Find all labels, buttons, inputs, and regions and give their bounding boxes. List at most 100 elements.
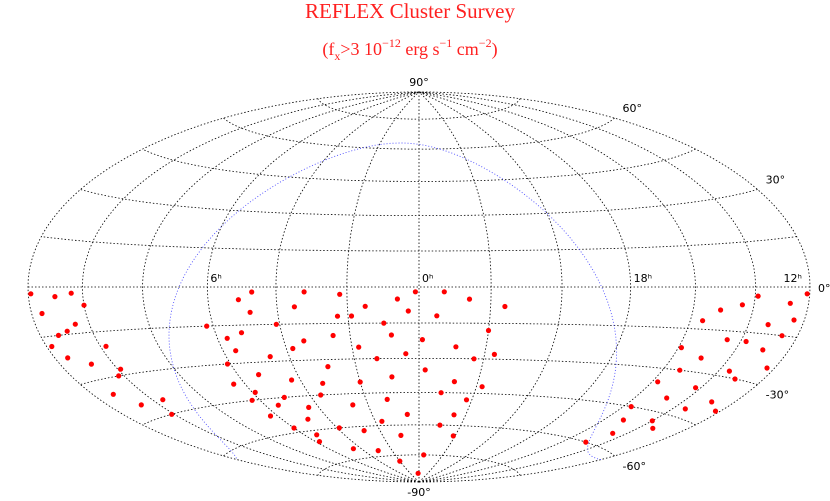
cluster-point [791, 317, 797, 323]
grid-meridian [206, 91, 420, 483]
cluster-point [224, 335, 230, 341]
cluster-point [291, 304, 297, 310]
cluster-point [718, 307, 724, 313]
ra-tick-label: 6ʰ [210, 272, 221, 285]
grid-meridian [418, 91, 492, 483]
cluster-point [267, 354, 273, 360]
galactic-plane-layer [168, 142, 618, 461]
cluster-point [316, 439, 323, 445]
cluster-point [709, 399, 715, 405]
tick-labels: 12ʰ 6ʰ 0ʰ 18ʰ 90° 60° 30° 0° -30° -60° -90° [210, 76, 830, 499]
dec-tick-label: -90° [407, 486, 430, 499]
cluster-point [415, 470, 421, 476]
cluster-point [437, 422, 443, 428]
grid-meridian [418, 91, 811, 483]
cluster-point [235, 297, 241, 303]
cluster-point [314, 432, 320, 438]
cluster-point [398, 432, 404, 438]
cluster-point [169, 411, 175, 417]
cluster-point [291, 425, 297, 431]
cluster-point [384, 396, 390, 402]
cluster-point [49, 343, 55, 350]
cluster-point [138, 402, 144, 408]
cluster-point [301, 338, 307, 344]
cluster-point [404, 411, 410, 417]
cluster-point [350, 402, 356, 408]
cluster-point [330, 332, 336, 339]
grid-meridian [418, 91, 563, 483]
ra-tick-label: 12ʰ [784, 272, 802, 285]
cluster-point [388, 332, 394, 338]
cluster-point [72, 321, 78, 327]
cluster-point [451, 412, 457, 418]
cluster-point [693, 385, 699, 391]
cluster-point [88, 361, 94, 367]
cluster-point [52, 294, 58, 300]
cluster-point [485, 327, 492, 334]
cluster-point [374, 356, 380, 362]
chart-title: REFLEX Cluster Survey [305, 0, 515, 23]
cluster-point [375, 448, 381, 454]
cluster-point [682, 406, 688, 412]
cluster-point [362, 303, 368, 309]
cluster-point [698, 355, 704, 361]
cluster-point [118, 366, 124, 372]
cluster-point [649, 418, 655, 424]
cluster-point [103, 343, 109, 349]
cluster-point [412, 289, 418, 295]
cluster-point [318, 392, 324, 398]
chart-subtitle: (fx>3 10−12 erg s−1 cm−2) [322, 36, 497, 63]
cluster-point [422, 367, 428, 373]
cluster-point [275, 402, 281, 408]
dec-tick-label: 0° [818, 282, 830, 295]
cluster-point [650, 425, 656, 431]
cluster-point [438, 390, 444, 396]
cluster-point [655, 379, 661, 385]
cluster-point [739, 302, 746, 308]
dec-tick-label: 30° [766, 174, 786, 187]
cluster-point [249, 289, 255, 295]
galactic-plane [587, 361, 617, 461]
cluster-point [356, 344, 362, 350]
subtitle-part: x [334, 49, 340, 63]
subtitle-part: (f [322, 39, 334, 60]
cluster-point [28, 291, 34, 297]
cluster-point [325, 364, 331, 370]
subtitle-part: cm [452, 39, 479, 59]
cluster-point [678, 345, 685, 351]
galactic-plane [168, 142, 618, 459]
cluster-point [224, 361, 231, 367]
cluster-point [350, 446, 356, 452]
cluster-point [755, 293, 761, 299]
cluster-point [110, 391, 116, 397]
cluster-point [273, 321, 279, 327]
cluster-point [379, 418, 385, 424]
cluster-point [764, 365, 770, 371]
cluster-point [804, 291, 810, 297]
subtitle-part: >3 10 [340, 39, 382, 59]
grid-meridian [27, 91, 420, 483]
subtitle-part: −12 [382, 36, 401, 50]
cluster-point [610, 430, 616, 436]
cluster-point [381, 320, 387, 326]
cluster-point [336, 425, 342, 431]
grid-parallel [223, 117, 615, 150]
cluster-point [419, 337, 425, 343]
cluster-point [290, 345, 296, 352]
cluster-point [677, 367, 683, 373]
cluster-point [664, 395, 670, 401]
grid-meridian [418, 91, 696, 483]
cluster-point [479, 384, 485, 390]
cluster-point [116, 373, 122, 379]
cluster-point [249, 397, 255, 403]
cluster-point [787, 300, 793, 306]
cluster-point [305, 416, 311, 422]
cluster-point [779, 333, 785, 339]
cluster-point [68, 290, 74, 296]
grid-parallel [223, 424, 615, 457]
subtitle-part: −1 [440, 36, 453, 50]
cluster-point [320, 380, 326, 386]
cluster-point [620, 417, 627, 423]
cluster-point [348, 313, 355, 319]
